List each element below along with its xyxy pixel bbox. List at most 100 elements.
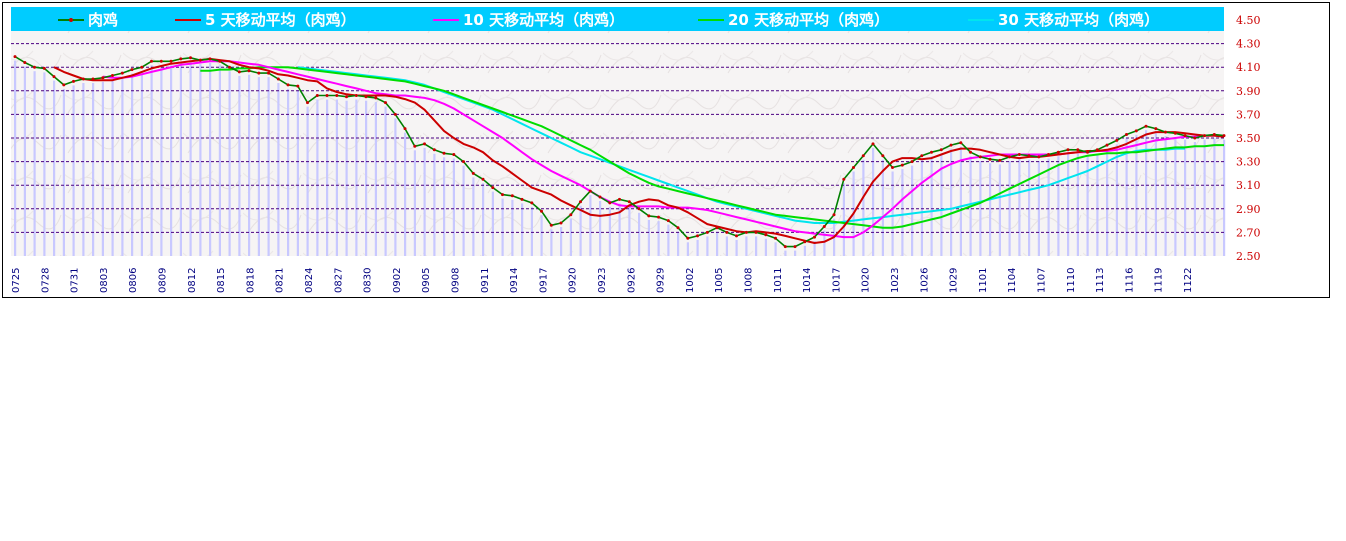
volume-bar [774, 242, 777, 256]
series-line-4 [297, 66, 1185, 224]
volume-bar [764, 238, 767, 256]
volume-bar [1115, 144, 1118, 256]
data-point [871, 142, 875, 146]
data-point [1164, 130, 1167, 134]
volume-bar [881, 159, 884, 256]
data-point [900, 163, 904, 167]
legend-label-2: 10 天移动平均（肉鸡） [463, 11, 624, 29]
volume-bar [335, 99, 338, 256]
data-point [1095, 148, 1099, 152]
volume-bar [842, 183, 845, 256]
volume-bar [23, 66, 26, 256]
volume-bar [1145, 130, 1148, 256]
x-tick-label: 0926 [626, 268, 637, 293]
volume-bar [92, 83, 95, 256]
volume-bar [735, 239, 738, 256]
x-tick-label: 0731 [70, 268, 81, 293]
volume-bar [696, 239, 699, 256]
volume-bar [248, 74, 251, 256]
legend-label-4: 30 天移动平均（肉鸡） [998, 11, 1159, 29]
series-line-2 [102, 60, 1224, 239]
volume-bar [920, 159, 923, 256]
data-point [257, 71, 261, 75]
volume-bar [901, 169, 904, 256]
volume-bar [131, 73, 134, 256]
volume-bar [43, 72, 46, 257]
data-point [579, 200, 582, 204]
volume-bar [706, 236, 709, 256]
volume-bar [1135, 134, 1138, 256]
volume-bar [287, 88, 290, 257]
volume-bar [306, 106, 309, 256]
legend-label-3: 20 天移动平均（肉鸡） [728, 11, 889, 29]
series-lines [13, 55, 1226, 249]
volume-bar [316, 99, 319, 256]
y-tick-label: 4.50 [1236, 14, 1261, 27]
data-point [1008, 155, 1011, 159]
data-point [705, 230, 709, 234]
data-point [549, 223, 553, 227]
x-tick-label: 1113 [1095, 268, 1106, 293]
y-tick-label: 3.30 [1236, 156, 1261, 169]
data-point [101, 76, 105, 80]
data-point [1193, 136, 1197, 140]
volume-bar [755, 236, 758, 256]
volume-bar [784, 250, 787, 256]
data-point [891, 166, 894, 169]
y-tick-label: 3.70 [1236, 108, 1261, 121]
x-tick-label: 0914 [509, 268, 520, 293]
volume-bar [813, 241, 816, 256]
price-chart: 肉鸡 5 天移动平均（肉鸡） 10 天移动平均（肉鸡） 20 天移动平均（肉鸡） 30 … [11, 7, 1261, 293]
data-point [1183, 134, 1187, 138]
volume-bar [365, 100, 368, 256]
data-point [267, 71, 270, 75]
data-point [52, 75, 56, 79]
data-point [793, 245, 797, 249]
legend: 肉鸡 5 天移动平均（肉鸡） 10 天移动平均（肉鸡） 20 天移动平均（肉鸡） 30 … [58, 11, 1159, 29]
x-tick-label: 1005 [714, 268, 725, 293]
volume-bar [1096, 153, 1099, 256]
volume-bar [940, 153, 943, 256]
data-point [1047, 153, 1050, 156]
volume-bar [374, 101, 377, 257]
volume-bar [550, 229, 553, 256]
x-tick-label: 1011 [773, 268, 784, 293]
volume-bar [121, 77, 124, 256]
volume-bar [433, 153, 436, 256]
volume-bar [501, 198, 504, 256]
legend-bar [11, 7, 1224, 31]
volume-bar [1067, 153, 1070, 256]
x-tick-label: 1023 [890, 268, 901, 293]
volume-bar [950, 149, 953, 256]
data-point [1056, 150, 1060, 154]
volume-bar [1057, 156, 1060, 256]
data-point [832, 213, 836, 217]
volume-bar [745, 236, 748, 256]
data-point [939, 148, 943, 152]
x-tick-label: 1002 [685, 268, 696, 293]
x-tick-label: 0917 [538, 268, 549, 293]
data-point [1076, 148, 1080, 152]
data-point [735, 234, 738, 238]
volume-bar [170, 65, 173, 256]
x-tick-label: 0809 [158, 268, 169, 293]
volume-bar [1174, 137, 1177, 256]
volume-bar [872, 147, 875, 256]
volume-bar [1213, 138, 1216, 256]
volume-bar [413, 150, 416, 256]
volume-bar [686, 242, 689, 256]
y-tick-label: 4.10 [1236, 61, 1261, 74]
data-point [198, 58, 202, 62]
x-tick-label: 0929 [656, 268, 667, 293]
data-point [91, 77, 95, 81]
volume-bar [1008, 160, 1011, 256]
data-point [1037, 155, 1041, 159]
x-tick-label: 1104 [1007, 268, 1018, 293]
data-point [1144, 124, 1148, 128]
volume-bar [101, 81, 104, 256]
data-point [764, 233, 768, 237]
volume-bar [521, 203, 524, 256]
data-point [247, 69, 251, 73]
volume-bar [491, 191, 494, 256]
x-tick-label: 1014 [802, 268, 813, 293]
